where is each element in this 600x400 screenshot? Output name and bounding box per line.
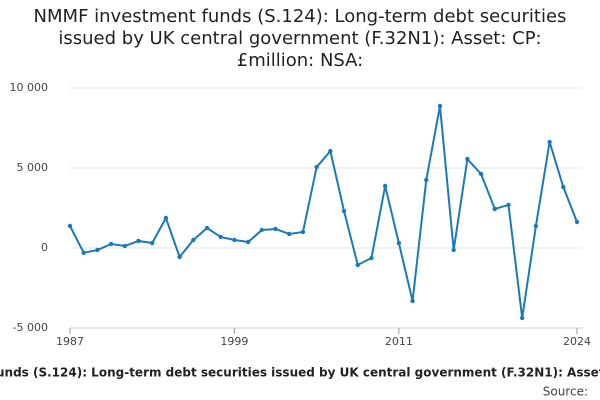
x-tick-label: 1987 bbox=[56, 335, 84, 348]
point bbox=[424, 177, 429, 183]
point bbox=[108, 241, 114, 247]
x-tick-label: 1999 bbox=[220, 335, 248, 348]
point bbox=[410, 298, 415, 304]
point bbox=[67, 223, 73, 229]
y-tick-label: 10 000 bbox=[10, 81, 49, 94]
point bbox=[533, 223, 539, 229]
point bbox=[355, 262, 360, 268]
point bbox=[519, 315, 525, 321]
point bbox=[382, 183, 388, 189]
point bbox=[574, 219, 580, 225]
point bbox=[506, 202, 511, 208]
point bbox=[122, 243, 128, 249]
point bbox=[561, 184, 566, 190]
point bbox=[287, 231, 292, 237]
chart-title: NMMF investment funds (S.124): Long-term… bbox=[33, 6, 567, 71]
point bbox=[478, 171, 484, 177]
point bbox=[437, 103, 443, 109]
point bbox=[396, 240, 402, 246]
point bbox=[177, 254, 182, 260]
point bbox=[492, 206, 497, 212]
point bbox=[95, 247, 100, 253]
point bbox=[259, 227, 265, 233]
point bbox=[547, 139, 552, 145]
x-tick-label: 2024 bbox=[563, 335, 591, 348]
point bbox=[218, 234, 223, 240]
point bbox=[191, 237, 196, 243]
point bbox=[232, 237, 237, 243]
point bbox=[451, 247, 456, 253]
source: Source: bbox=[543, 385, 588, 399]
point bbox=[273, 226, 278, 232]
x-tick-label: 2011 bbox=[385, 335, 413, 348]
point bbox=[245, 239, 251, 245]
point bbox=[81, 250, 86, 255]
legend-entry: NMMF investment funds (S.124): Long-term… bbox=[0, 366, 600, 380]
y-tick-label: -5 000 bbox=[13, 321, 48, 334]
point bbox=[465, 156, 470, 162]
point bbox=[136, 238, 141, 244]
point bbox=[300, 229, 306, 235]
point bbox=[328, 148, 333, 154]
point bbox=[150, 240, 155, 246]
point bbox=[163, 215, 169, 221]
point bbox=[341, 208, 347, 214]
series-line bbox=[69, 105, 578, 319]
y-tick-label: 5 000 bbox=[17, 161, 49, 174]
point bbox=[369, 255, 374, 261]
point bbox=[314, 164, 319, 170]
y-tick-label: 0 bbox=[41, 241, 48, 254]
point bbox=[204, 225, 210, 231]
